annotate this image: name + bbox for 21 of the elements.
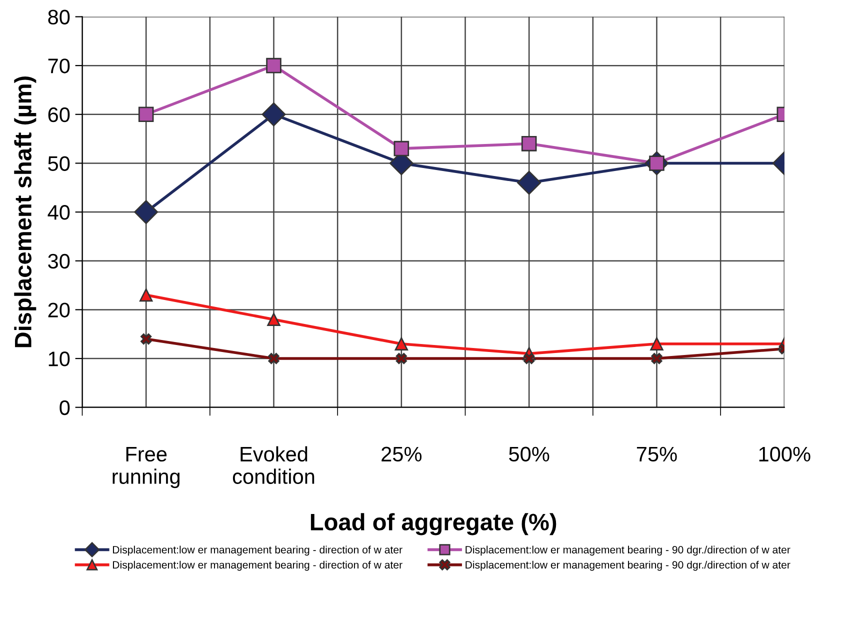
x-tick-label: Evoked condition: [232, 446, 314, 484]
y-tick-label: 80: [48, 10, 70, 24]
y-tick-label: 40: [48, 205, 70, 220]
y-tick-label: 0: [60, 400, 70, 416]
x-tick-label: Free running: [112, 446, 180, 488]
y-axis-title: Displacement shaft (µm): [14, 76, 36, 348]
x-tick-label: 100%: [759, 446, 810, 462]
y-tick-label: 30: [48, 254, 70, 269]
legend-label: Displacement:low er management bearing - 90 dgr./direction of w ater: [466, 560, 790, 571]
y-tick-label: 60: [48, 107, 70, 122]
legend-label: Displacement:low er management bearing - 90 dgr./direction of w ater: [466, 546, 790, 556]
y-tick-label: 10: [48, 352, 70, 366]
x-axis-title: Load of aggregate (%): [310, 513, 556, 536]
x-tick-label: 75%: [636, 446, 677, 462]
legend-label: Displacement:low er management bearing - direction of w ater: [112, 560, 402, 571]
y-tick-label: 20: [48, 302, 70, 318]
y-tick-label: 50: [48, 156, 70, 171]
legend-label: Displacement:low er management bearing - direction of w ater: [112, 546, 402, 556]
x-tick-label: 50%: [509, 446, 550, 462]
y-tick-label: 70: [48, 58, 70, 74]
x-tick-label: 25%: [382, 446, 422, 462]
